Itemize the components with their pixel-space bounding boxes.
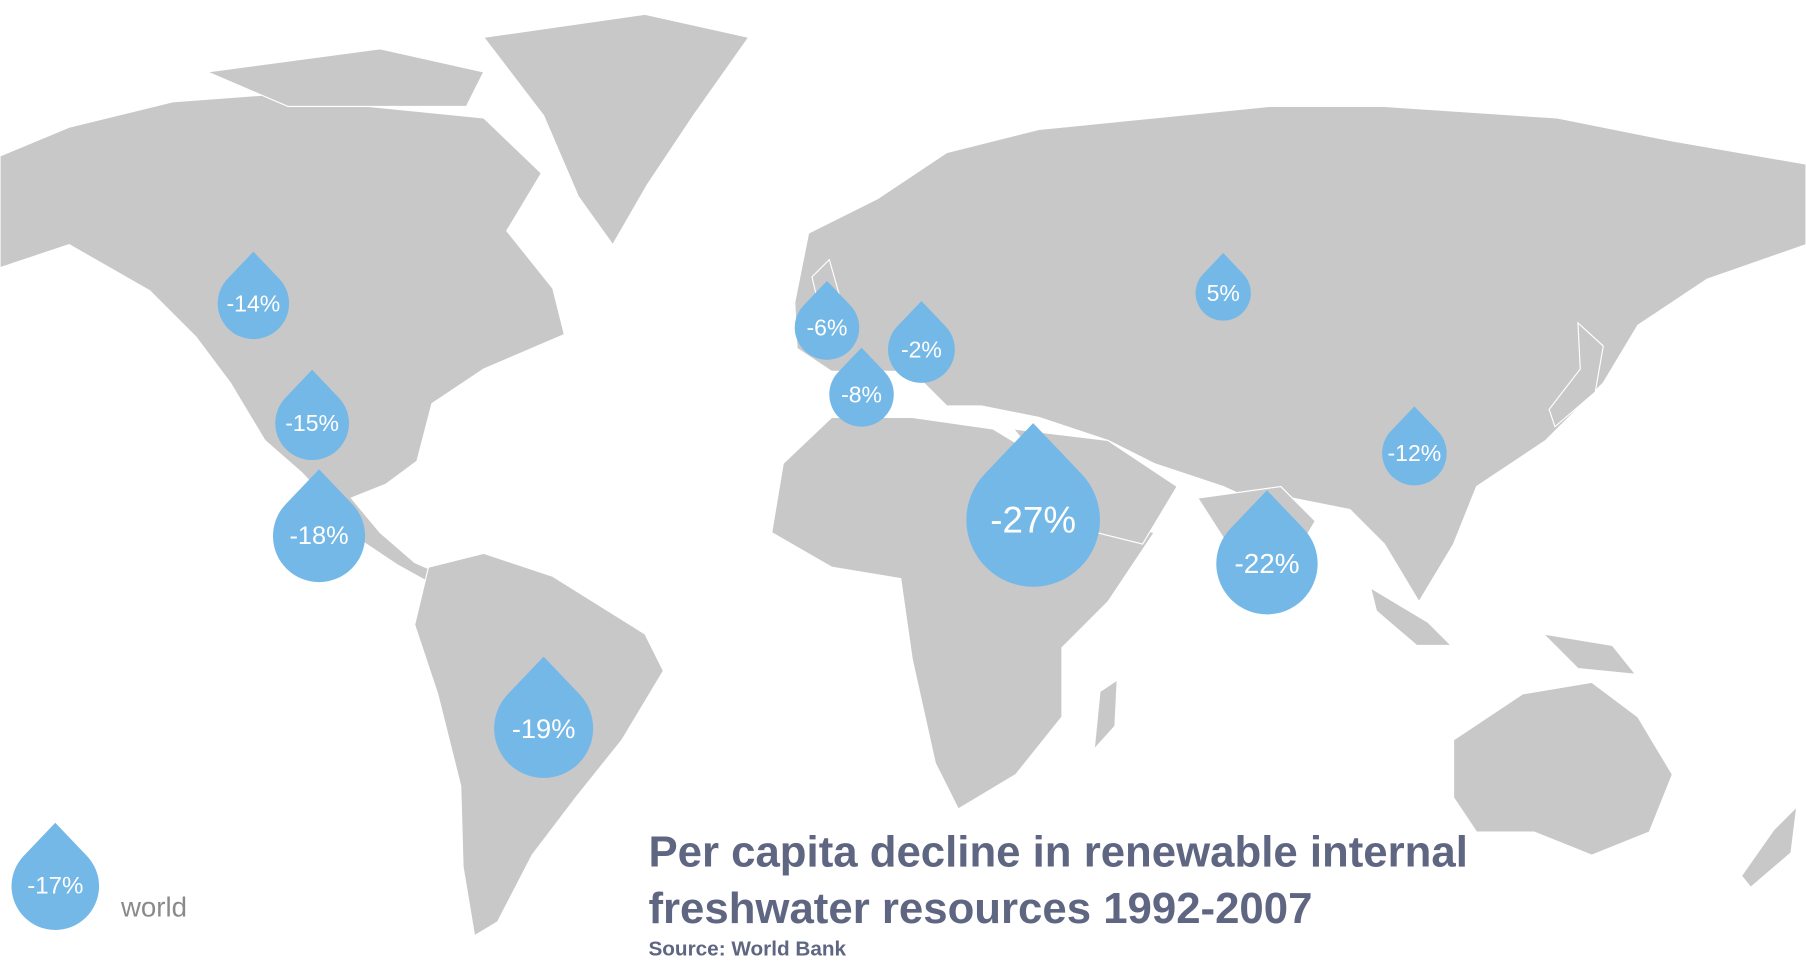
drop: [272, 469, 366, 583]
drop-label: -8%: [841, 381, 882, 407]
title: Per capita decline in renewable internal: [648, 828, 1467, 877]
drop-label: -17%: [27, 873, 83, 900]
drop: [494, 656, 594, 778]
drop-label: -12%: [1388, 440, 1442, 466]
drop: [888, 301, 955, 383]
australia: [1452, 681, 1674, 856]
title: freshwater resources 1992-2007: [648, 884, 1312, 933]
drop: [829, 347, 894, 427]
drop-label: -27%: [990, 499, 1076, 540]
greenland: [482, 13, 750, 246]
drop: [1382, 406, 1447, 486]
drop: [275, 369, 349, 461]
drop-label: -6%: [807, 315, 848, 341]
drop-label: -14%: [227, 290, 281, 316]
drop-label: -15%: [285, 410, 339, 436]
drop: [794, 280, 860, 360]
drop-label: 5%: [1207, 280, 1240, 306]
drop-label: -19%: [512, 713, 576, 744]
drop-label: -2%: [901, 336, 942, 362]
legend-text: world: [120, 891, 187, 922]
drop-label: -18%: [289, 522, 348, 550]
drop: [1195, 252, 1251, 321]
madagascar: [1093, 678, 1118, 751]
indonesia: [1369, 586, 1453, 647]
drop: [1216, 490, 1318, 615]
world-map: [0, 13, 1806, 937]
eurasia: [794, 105, 1806, 603]
drop: [966, 423, 1100, 587]
arctic-islands: [205, 48, 485, 108]
drop: [217, 251, 290, 340]
drop: [11, 822, 100, 930]
new-guinea: [1541, 633, 1637, 675]
north-america: [0, 94, 566, 583]
source: Source: World Bank: [648, 937, 846, 960]
japan: [1548, 321, 1604, 428]
drop-label: -22%: [1234, 548, 1299, 579]
new-zealand: [1740, 805, 1798, 889]
